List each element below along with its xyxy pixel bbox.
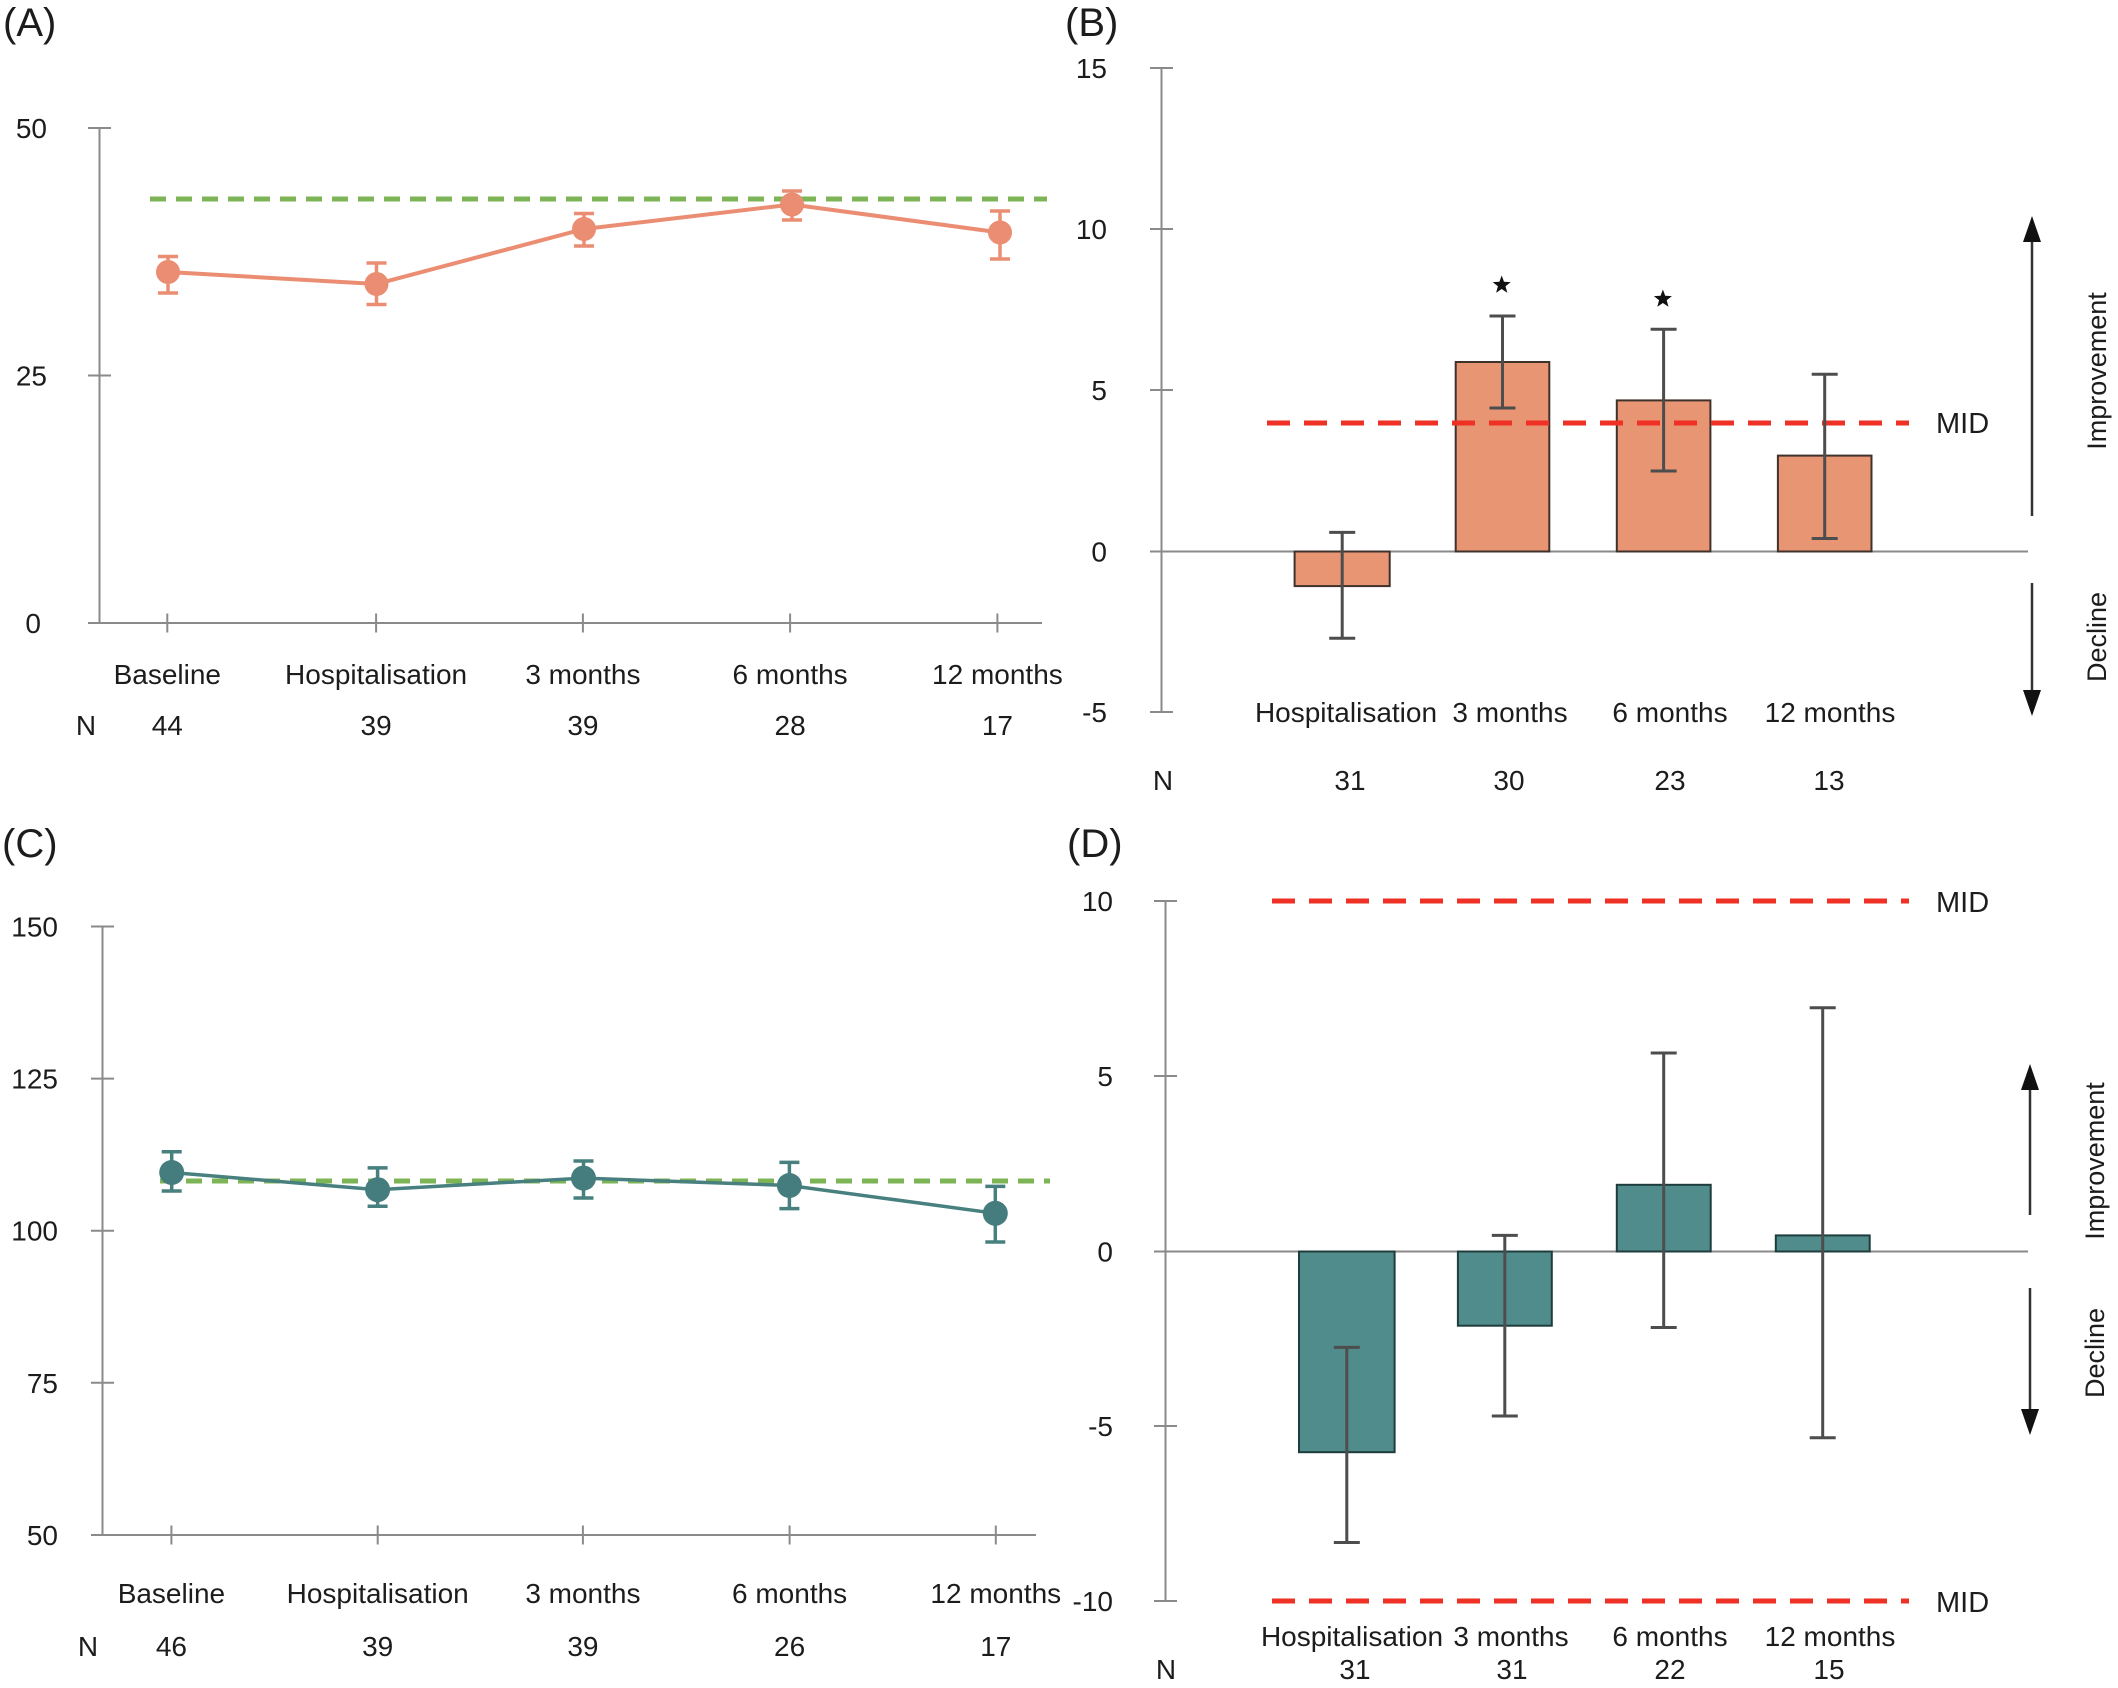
svg-text:(D): (D) xyxy=(1067,822,1123,866)
svg-text:0: 0 xyxy=(1091,537,1107,568)
svg-text:28: 28 xyxy=(775,710,806,741)
svg-text:MID: MID xyxy=(1936,887,1989,919)
svg-text:22: 22 xyxy=(1654,1654,1685,1685)
svg-text:39: 39 xyxy=(361,710,392,741)
svg-text:Decline: Decline xyxy=(2082,592,2112,682)
svg-text:Hospitalisation: Hospitalisation xyxy=(1255,697,1437,728)
svg-text:26: 26 xyxy=(774,1631,805,1662)
svg-text:Improvement: Improvement xyxy=(2082,292,2112,450)
svg-text:30: 30 xyxy=(1493,765,1524,796)
svg-text:12 months: 12 months xyxy=(932,659,1063,690)
svg-text:100: 100 xyxy=(11,1216,58,1247)
svg-text:N: N xyxy=(76,710,96,741)
svg-text:12 months: 12 months xyxy=(1765,697,1896,728)
svg-text:15: 15 xyxy=(1813,1654,1844,1685)
svg-text:44: 44 xyxy=(152,710,183,741)
svg-text:10: 10 xyxy=(1076,214,1107,245)
svg-text:6 months: 6 months xyxy=(1612,1621,1727,1652)
svg-text:3 months: 3 months xyxy=(1452,697,1567,728)
svg-text:Baseline: Baseline xyxy=(118,1578,225,1609)
svg-text:Baseline: Baseline xyxy=(114,659,221,690)
svg-text:-10: -10 xyxy=(1073,1586,1113,1617)
svg-text:12 months: 12 months xyxy=(1765,1621,1896,1652)
svg-text:12 months: 12 months xyxy=(930,1578,1061,1609)
svg-text:MID: MID xyxy=(1936,408,1989,440)
svg-text:0: 0 xyxy=(25,608,41,639)
svg-text:(C): (C) xyxy=(2,822,58,866)
svg-text:-5: -5 xyxy=(1082,697,1107,728)
svg-text:10: 10 xyxy=(1082,886,1113,917)
svg-text:31: 31 xyxy=(1334,765,1365,796)
svg-text:15: 15 xyxy=(1076,53,1107,84)
svg-text:150: 150 xyxy=(11,912,58,943)
svg-text:46: 46 xyxy=(156,1631,187,1662)
svg-text:N: N xyxy=(78,1631,98,1662)
svg-text:5: 5 xyxy=(1097,1061,1113,1092)
svg-text:31: 31 xyxy=(1496,1654,1527,1685)
svg-text:Hospitalisation: Hospitalisation xyxy=(1261,1621,1443,1652)
svg-text:13: 13 xyxy=(1813,765,1844,796)
svg-text:17: 17 xyxy=(980,1631,1011,1662)
svg-text:MID: MID xyxy=(1936,1587,1989,1619)
svg-text:Hospitalisation: Hospitalisation xyxy=(285,659,467,690)
svg-text:125: 125 xyxy=(11,1064,58,1095)
svg-text:(A): (A) xyxy=(3,1,56,45)
svg-text:6 months: 6 months xyxy=(733,659,848,690)
svg-text:N: N xyxy=(1156,1654,1176,1685)
svg-text:6 months: 6 months xyxy=(1612,697,1727,728)
svg-text:39: 39 xyxy=(567,710,598,741)
svg-text:0: 0 xyxy=(1097,1237,1113,1268)
svg-text:50: 50 xyxy=(27,1520,58,1551)
svg-text:6 months: 6 months xyxy=(732,1578,847,1609)
svg-text:75: 75 xyxy=(27,1368,58,1399)
svg-text:N: N xyxy=(1153,765,1173,796)
svg-text:5: 5 xyxy=(1091,375,1107,406)
svg-text:31: 31 xyxy=(1339,1654,1370,1685)
svg-text:23: 23 xyxy=(1654,765,1685,796)
svg-text:3 months: 3 months xyxy=(1453,1621,1568,1652)
svg-text:39: 39 xyxy=(567,1631,598,1662)
svg-text:Decline: Decline xyxy=(2080,1308,2110,1398)
svg-text:(B): (B) xyxy=(1065,1,1118,45)
svg-text:Improvement: Improvement xyxy=(2080,1082,2110,1240)
svg-text:-5: -5 xyxy=(1088,1411,1113,1442)
svg-text:Hospitalisation: Hospitalisation xyxy=(287,1578,469,1609)
svg-text:25: 25 xyxy=(16,361,47,392)
svg-text:17: 17 xyxy=(982,710,1013,741)
svg-text:50: 50 xyxy=(16,113,47,144)
svg-text:39: 39 xyxy=(362,1631,393,1662)
svg-text:3 months: 3 months xyxy=(525,659,640,690)
svg-text:3 months: 3 months xyxy=(525,1578,640,1609)
